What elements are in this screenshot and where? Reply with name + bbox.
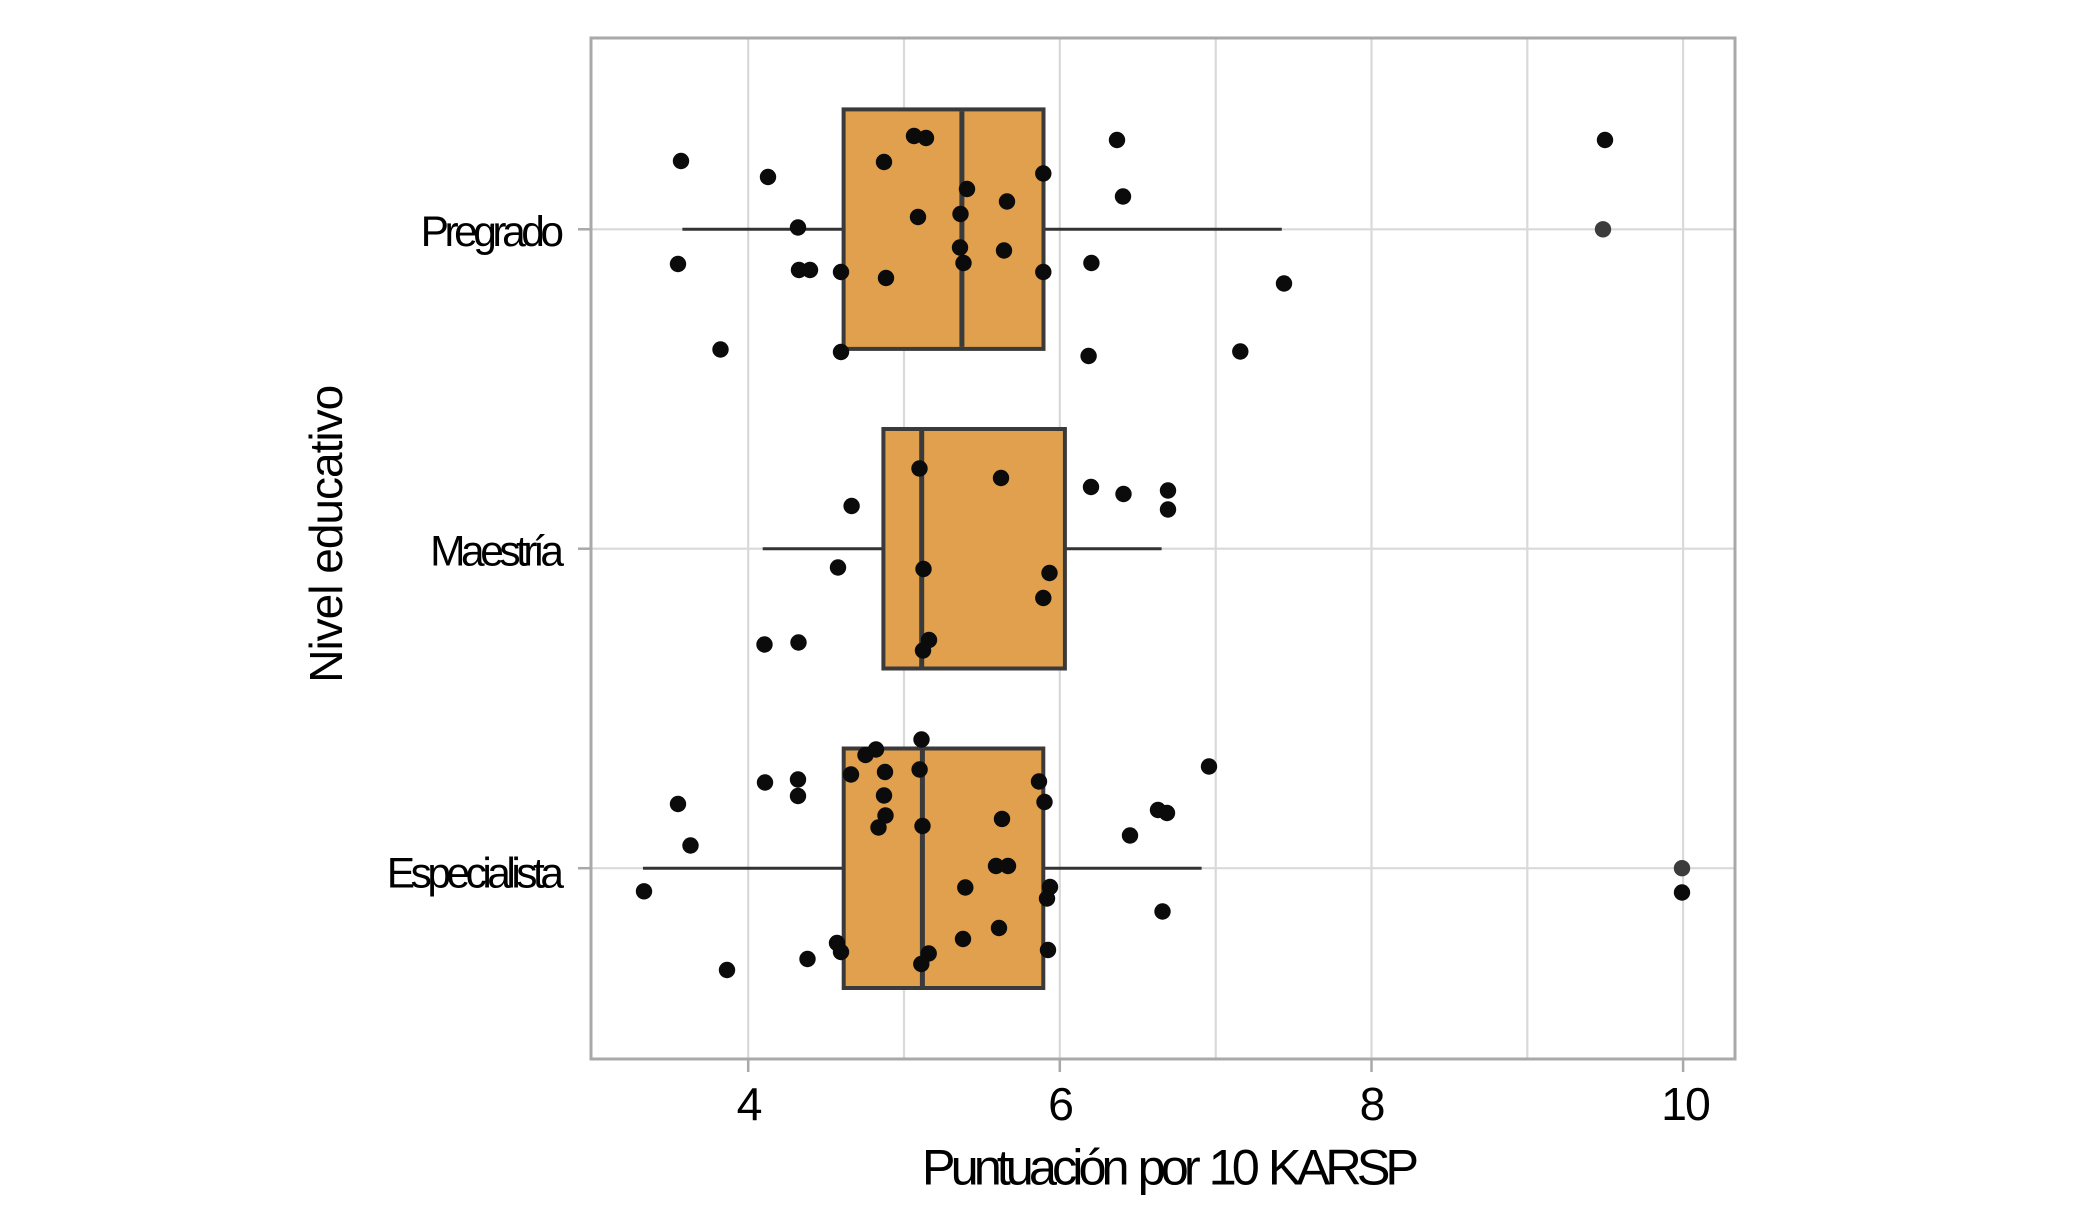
svg-text:Maestría: Maestría <box>430 529 564 576</box>
svg-text:Pregrado: Pregrado <box>421 209 563 256</box>
svg-text:Puntuación por 10 KARSP: Puntuación por 10 KARSP <box>922 1139 1417 1196</box>
svg-text:4: 4 <box>737 1078 762 1130</box>
svg-text:8: 8 <box>1360 1078 1384 1130</box>
svg-text:Nivel educativo: Nivel educativo <box>300 386 352 683</box>
svg-text:6: 6 <box>1048 1078 1072 1130</box>
svg-text:Especialista: Especialista <box>387 851 565 898</box>
svg-text:10: 10 <box>1661 1078 1710 1130</box>
